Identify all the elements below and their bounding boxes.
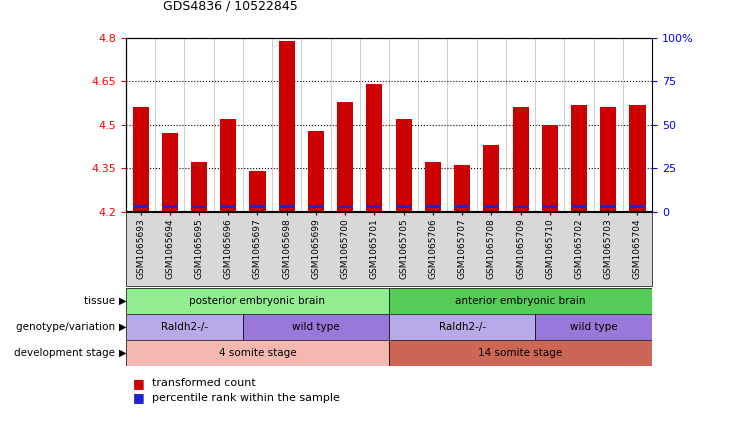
Text: ■: ■ [133, 392, 149, 404]
Bar [389, 288, 652, 314]
Bar [454, 205, 470, 208]
Text: anterior embryonic brain: anterior embryonic brain [455, 296, 586, 306]
Text: transformed count: transformed count [152, 378, 256, 388]
Text: GDS4836 / 10522845: GDS4836 / 10522845 [163, 0, 298, 13]
Bar [162, 134, 178, 212]
Bar [454, 165, 470, 212]
Text: ▶: ▶ [119, 296, 126, 306]
Bar [220, 119, 236, 212]
Bar [126, 288, 389, 314]
Bar [600, 107, 617, 212]
Bar [396, 119, 412, 212]
Bar [337, 102, 353, 212]
Bar [629, 104, 645, 212]
Bar [220, 205, 236, 208]
Bar [366, 205, 382, 208]
Bar [396, 205, 412, 208]
Bar [389, 314, 535, 340]
Bar [571, 205, 587, 208]
Bar [629, 205, 645, 208]
Bar [279, 205, 295, 208]
Bar [513, 205, 528, 208]
Bar [483, 145, 499, 212]
Text: posterior embryonic brain: posterior embryonic brain [190, 296, 325, 306]
Text: Raldh2-/-: Raldh2-/- [161, 322, 208, 332]
Bar [133, 205, 149, 208]
Bar [571, 104, 587, 212]
Text: ▶: ▶ [119, 348, 126, 358]
Text: ■: ■ [133, 377, 149, 390]
Bar [250, 171, 265, 212]
Bar [425, 205, 441, 208]
Bar [191, 205, 207, 208]
Text: genotype/variation: genotype/variation [16, 322, 119, 332]
Bar [191, 162, 207, 212]
Bar [337, 205, 353, 208]
Bar [162, 205, 178, 208]
Text: Raldh2-/-: Raldh2-/- [439, 322, 485, 332]
Bar [250, 205, 265, 208]
Bar [600, 205, 617, 208]
Text: ▶: ▶ [119, 322, 126, 332]
Bar [308, 205, 324, 208]
Bar [389, 340, 652, 366]
Bar [542, 205, 558, 208]
Bar [425, 162, 441, 212]
Text: percentile rank within the sample: percentile rank within the sample [152, 393, 340, 403]
Text: tissue: tissue [84, 296, 119, 306]
Bar [535, 314, 652, 340]
Bar [126, 340, 389, 366]
Bar [133, 107, 149, 212]
Bar [126, 314, 243, 340]
Text: development stage: development stage [14, 348, 119, 358]
Bar [483, 205, 499, 208]
Text: wild type: wild type [570, 322, 617, 332]
Bar [279, 41, 295, 212]
Bar [308, 131, 324, 212]
Bar [243, 314, 389, 340]
Bar [513, 107, 528, 212]
Bar [542, 125, 558, 212]
Text: 14 somite stage: 14 somite stage [479, 348, 562, 358]
Bar [366, 84, 382, 212]
Text: 4 somite stage: 4 somite stage [219, 348, 296, 358]
Text: wild type: wild type [292, 322, 340, 332]
